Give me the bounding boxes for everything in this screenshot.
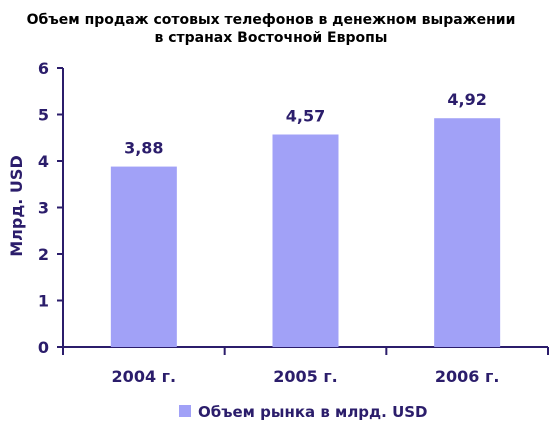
chart-title-line-2: в странах Восточной Европы [155, 30, 388, 46]
data-labels: 3,88 4,57 4,92 [124, 90, 487, 157]
bar-2005 [272, 134, 339, 347]
bar-value-label: 4,92 [447, 90, 486, 109]
bars [110, 118, 501, 347]
x-ticks [62, 347, 549, 355]
legend-swatch [179, 405, 191, 417]
x-category-label: 2005 г. [273, 367, 338, 386]
bar-2004 [110, 166, 177, 347]
y-tick-label: 5 [38, 106, 49, 125]
bar-value-label: 3,88 [124, 139, 163, 158]
x-category-label: 2004 г. [112, 367, 177, 386]
bar-2006 [434, 118, 501, 347]
x-category-label: 2006 г. [435, 367, 500, 386]
y-ticks: 0 1 2 3 4 5 6 [38, 59, 63, 357]
x-labels: 2004 г. 2005 г. 2006 г. [112, 367, 500, 386]
bar-value-label: 4,57 [286, 106, 325, 125]
y-tick-label: 0 [38, 338, 49, 357]
chart-title-line-1: Объем продаж сотовых телефонов в денежно… [27, 12, 516, 28]
y-tick-label: 6 [38, 59, 49, 78]
legend-label: Объем рынка в млрд. USD [198, 403, 428, 421]
y-tick-label: 3 [38, 199, 49, 218]
y-tick-label: 4 [38, 152, 49, 171]
y-tick-label: 1 [38, 292, 49, 311]
y-axis-title: Млрд. USD [7, 155, 26, 256]
y-tick-label: 2 [38, 245, 49, 264]
